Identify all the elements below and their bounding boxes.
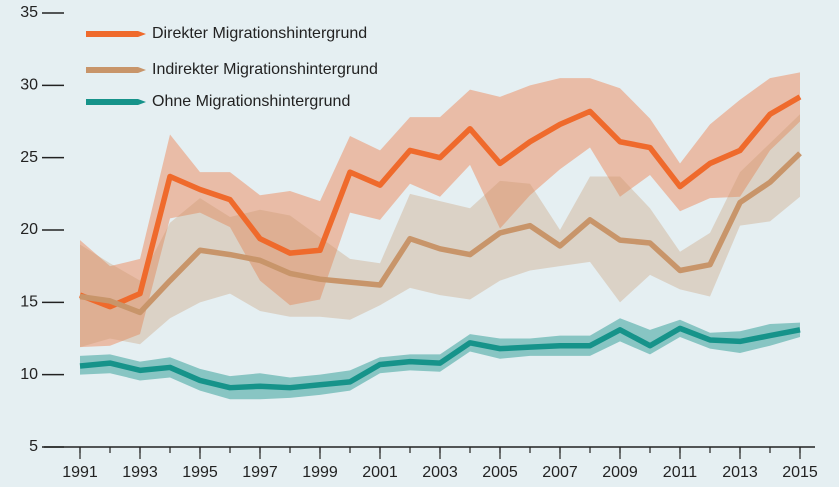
series-line	[79, 94, 802, 310]
x-tick-label: 2015	[782, 464, 818, 481]
y-tick-label: 25	[20, 149, 38, 166]
x-tick-label: 1993	[122, 464, 158, 481]
series-line	[79, 151, 802, 316]
x-tick-label: 2007	[542, 464, 578, 481]
confidence-band	[80, 114, 800, 348]
x-tick-label: 2011	[663, 464, 698, 481]
series-line	[79, 325, 801, 391]
legend-swatch-tip	[138, 31, 146, 37]
x-tick-label: 2005	[482, 464, 518, 481]
confidence-band	[80, 318, 800, 400]
legend-label: Ohne Migrationshintergrund	[152, 93, 350, 110]
x-tick-label: 2003	[422, 464, 458, 481]
x-tick-label: 2001	[362, 464, 398, 481]
x-tick-label: 1991	[62, 464, 98, 481]
x-tick-label: 1997	[242, 464, 278, 481]
legend-label: Indirekter Migrationshintergrund	[152, 61, 378, 78]
y-tick-label: 35	[20, 4, 38, 21]
legend-swatch-tip	[138, 99, 146, 105]
y-tick-label: 5	[29, 438, 38, 455]
y-tick-label: 15	[20, 294, 38, 311]
legend-swatch-tip	[138, 67, 146, 73]
legend-label: Direkter Migrationshintergrund	[152, 25, 367, 42]
x-tick-label: 1999	[302, 464, 338, 481]
x-tick-label: 2009	[602, 464, 638, 481]
y-tick-label: 30	[20, 77, 38, 94]
x-tick-label: 1995	[182, 464, 218, 481]
y-tick-label: 10	[20, 366, 38, 383]
y-tick-label: 20	[20, 221, 38, 238]
x-tick-label: 2013	[722, 464, 758, 481]
